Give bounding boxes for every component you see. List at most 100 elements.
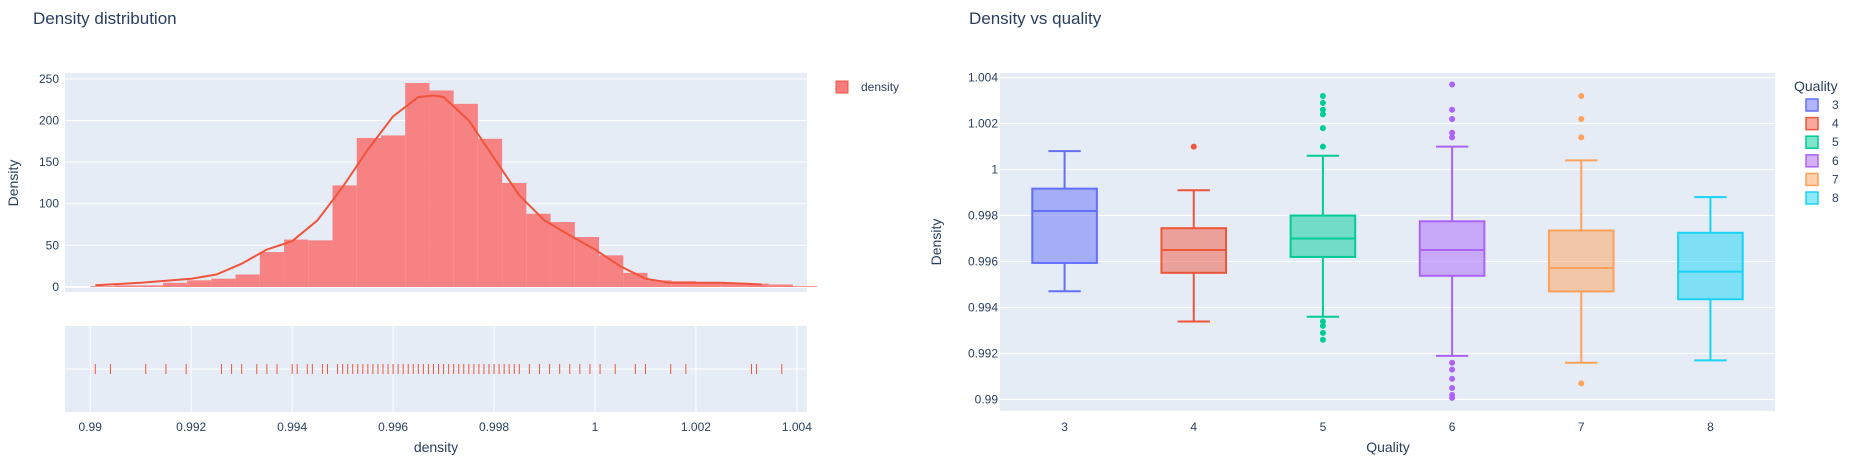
box-outlier [1319,318,1326,325]
box-quality-8[interactable] [1677,196,1744,362]
legend-label: 3 [1832,98,1839,112]
box-x-tick-label: 4 [1190,420,1197,434]
hist-legend[interactable]: density [835,80,899,94]
hist-bar [114,285,139,288]
box-iqr [1677,231,1744,301]
hist-bars [90,82,818,288]
box-outlier [1319,106,1326,113]
box-outlier [1319,336,1326,343]
box-x-tick-label: 3 [1061,420,1068,434]
legend-label: 6 [1832,154,1839,168]
box-x-tick-label: 8 [1707,420,1714,434]
hist-bar [405,82,430,288]
box-outlier [1319,92,1326,99]
box-iqr [1547,229,1615,293]
box-y-tick-label: 1.002 [968,117,998,131]
box-outlier [1578,92,1585,99]
hist-bar [211,278,236,288]
hist-bar [259,252,285,288]
box-quality-6[interactable] [1418,81,1486,401]
box-iqr [1031,187,1098,264]
box-legend[interactable]: Quality 3 4 5 6 7 8 [1794,78,1839,205]
hist-x-tick-label: 0.992 [176,420,206,434]
legend-label-density: density [861,80,899,94]
legend-swatch [1805,116,1819,131]
legend-swatch [1805,191,1819,205]
box-quality-5[interactable] [1289,92,1357,343]
hist-bar [453,103,478,288]
box-y-tick-label: 1.004 [968,71,998,85]
legend-swatch-density [835,80,849,94]
hist-bar [623,272,648,288]
hist-x-tick-label: 0.996 [378,420,408,434]
legend-swatch [1805,98,1819,112]
legend-title-quality: Quality [1794,78,1838,94]
box-outlier [1319,99,1326,106]
box-outlier [1449,81,1456,88]
hist-bar [477,138,503,288]
hist-y-axis-title: Density [5,160,21,207]
box-outlier [1578,134,1585,141]
box-iqr [1289,214,1357,258]
hist-x-tick-label: 0.99 [79,420,103,434]
hist-bar [332,185,357,288]
box-outlier [1449,391,1456,398]
legend-label: 8 [1832,191,1839,205]
box-outlier [1578,115,1585,122]
legend-label: 5 [1832,135,1839,149]
legend-label: 4 [1832,117,1839,131]
legend-swatch [1805,154,1819,168]
box-outlier [1449,129,1456,136]
hist-bar [550,222,575,288]
hist-y-tick-label: 100 [39,197,59,211]
box-y-tick-label: 1 [991,163,998,177]
hist-y-tick-label: 150 [39,155,59,169]
hist-y-tick-label: 200 [39,113,59,127]
hist-x-tick-label: 1.002 [681,420,711,434]
box-outlier [1449,359,1456,366]
hist-x-tick-label: 1 [592,420,599,434]
hist-bar [90,286,115,288]
box-iqr [1418,220,1486,277]
legend-label: 7 [1832,172,1839,186]
box-quality-3[interactable] [1031,150,1098,293]
box-quality-4[interactable] [1160,143,1228,323]
box-gridlines [1000,77,1775,401]
hist-bar [502,182,527,288]
box-y-tick-label: 0.998 [968,209,998,223]
box-title: Density vs quality [969,9,1102,28]
box-y-tick-label: 0.992 [968,347,998,361]
box-y-ticks: 0.99 0.992 0.994 0.996 0.998 1 1.002 1.004 [968,71,998,407]
box-x-ticks: 3 4 5 6 7 8 [1061,420,1714,434]
hist-bar [526,213,551,288]
kde-curve [95,94,762,287]
hist-y-tick-label: 50 [46,238,60,252]
legend-item-quality-5[interactable]: 5 [1805,135,1839,149]
legend-item-quality-7[interactable]: 7 [1805,172,1839,186]
box-quality-7[interactable] [1547,92,1615,387]
hist-bar [744,283,769,288]
box-outlier [1449,375,1456,382]
hist-x-axis-title: density [414,439,458,455]
legend-item-quality-6[interactable]: 6 [1805,154,1839,168]
box-outlier [1190,143,1197,150]
box-outlier [1319,111,1326,118]
hist-bar [792,286,818,288]
legend-item-quality-4[interactable]: 4 [1805,116,1839,131]
hist-bar [138,285,163,288]
hist-bar [768,284,793,288]
box-outlier [1319,322,1326,329]
legend-item-quality-3[interactable]: 3 [1805,98,1839,112]
box-x-tick-label: 7 [1578,420,1585,434]
box-outlier [1449,134,1456,141]
box-outlier [1449,366,1456,373]
box-y-axis-title: Density [928,219,944,266]
hist-y-ticks: 0 50 100 150 200 250 [39,72,59,294]
legend-item-quality-8[interactable]: 8 [1805,191,1839,205]
box-outlier [1449,385,1456,392]
hist-bar [429,90,454,288]
box-x-tick-label: 5 [1320,420,1327,434]
hist-y-tick-label: 0 [52,280,59,294]
hist-bar [695,282,721,288]
